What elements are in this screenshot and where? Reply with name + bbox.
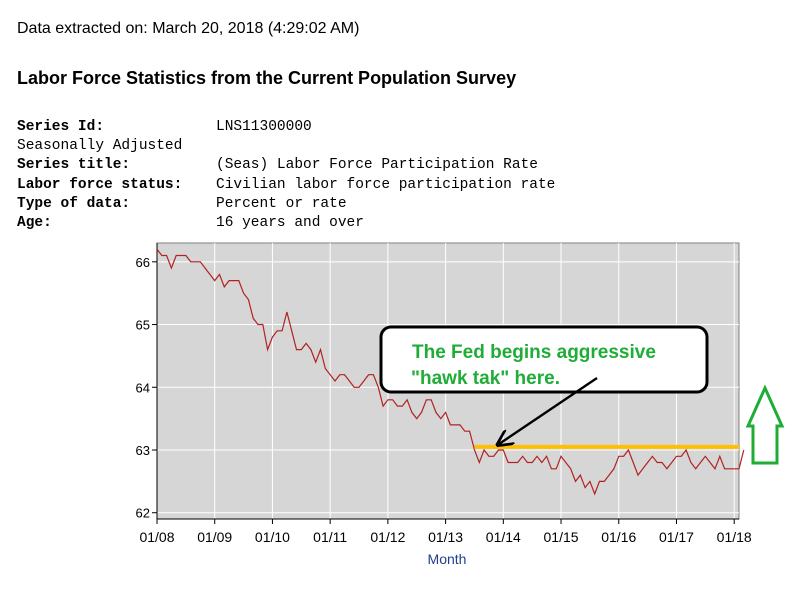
annotation-box <box>379 325 709 394</box>
age-value: 16 years and over <box>216 214 364 231</box>
y-tick-label: 64 <box>136 380 150 395</box>
x-tick-label: 01/17 <box>659 529 694 545</box>
series-title-label: Series title: <box>17 157 131 174</box>
page-title: Labor Force Statistics from the Current … <box>17 68 517 88</box>
series-id-label: Series Id: <box>17 119 105 135</box>
y-axis: 62 63 64 65 66 <box>136 243 158 521</box>
x-tick-label: 01/08 <box>139 529 174 545</box>
up-arrow-icon <box>745 384 785 465</box>
y-tick-label: 66 <box>136 255 150 270</box>
x-tick-label: 01/12 <box>370 529 405 545</box>
x-axis-title: Month <box>428 551 467 567</box>
x-tick-label: 01/13 <box>428 529 463 545</box>
annotation-text-line1: The Fed begins aggressive <box>412 342 656 363</box>
x-tick-label: 01/18 <box>717 529 752 545</box>
x-tick-label: 01/15 <box>544 529 579 545</box>
y-tick-label: 62 <box>136 506 150 521</box>
series-id-value: LNS11300000 <box>216 119 312 135</box>
annotation-text-line2: "hawk tak" here. <box>411 368 560 389</box>
labor-force-status-label: Labor force status: <box>17 176 183 193</box>
annotation-arrow <box>499 377 598 444</box>
type-of-data-label: Type of data: <box>17 195 131 212</box>
x-tick-label: 01/14 <box>486 529 521 545</box>
age-label: Age: <box>17 214 52 231</box>
x-tick-label: 01/09 <box>197 529 232 545</box>
series-title-value: (Seas) Labor Force Participation Rate <box>216 157 538 174</box>
x-axis: 01/08 01/09 01/10 01/11 01/12 01/13 01/14 01/15… <box>139 518 752 545</box>
y-tick-label: 63 <box>136 443 150 458</box>
data-extracted-text: Data extracted on: March 20, 2018 (4:29:… <box>17 20 360 37</box>
seasonal-adjustment-text: Seasonally Adjusted <box>17 138 183 155</box>
x-tick-label: 01/10 <box>255 529 290 545</box>
labor-force-status-value: Civilian labor force participation rate <box>216 176 556 193</box>
x-tick-label: 01/11 <box>313 529 347 545</box>
y-tick-label: 65 <box>136 318 150 333</box>
participation-rate-line <box>156 248 745 496</box>
x-tick-label: 01/16 <box>601 529 636 545</box>
type-of-data-value: Percent or rate <box>216 195 347 212</box>
